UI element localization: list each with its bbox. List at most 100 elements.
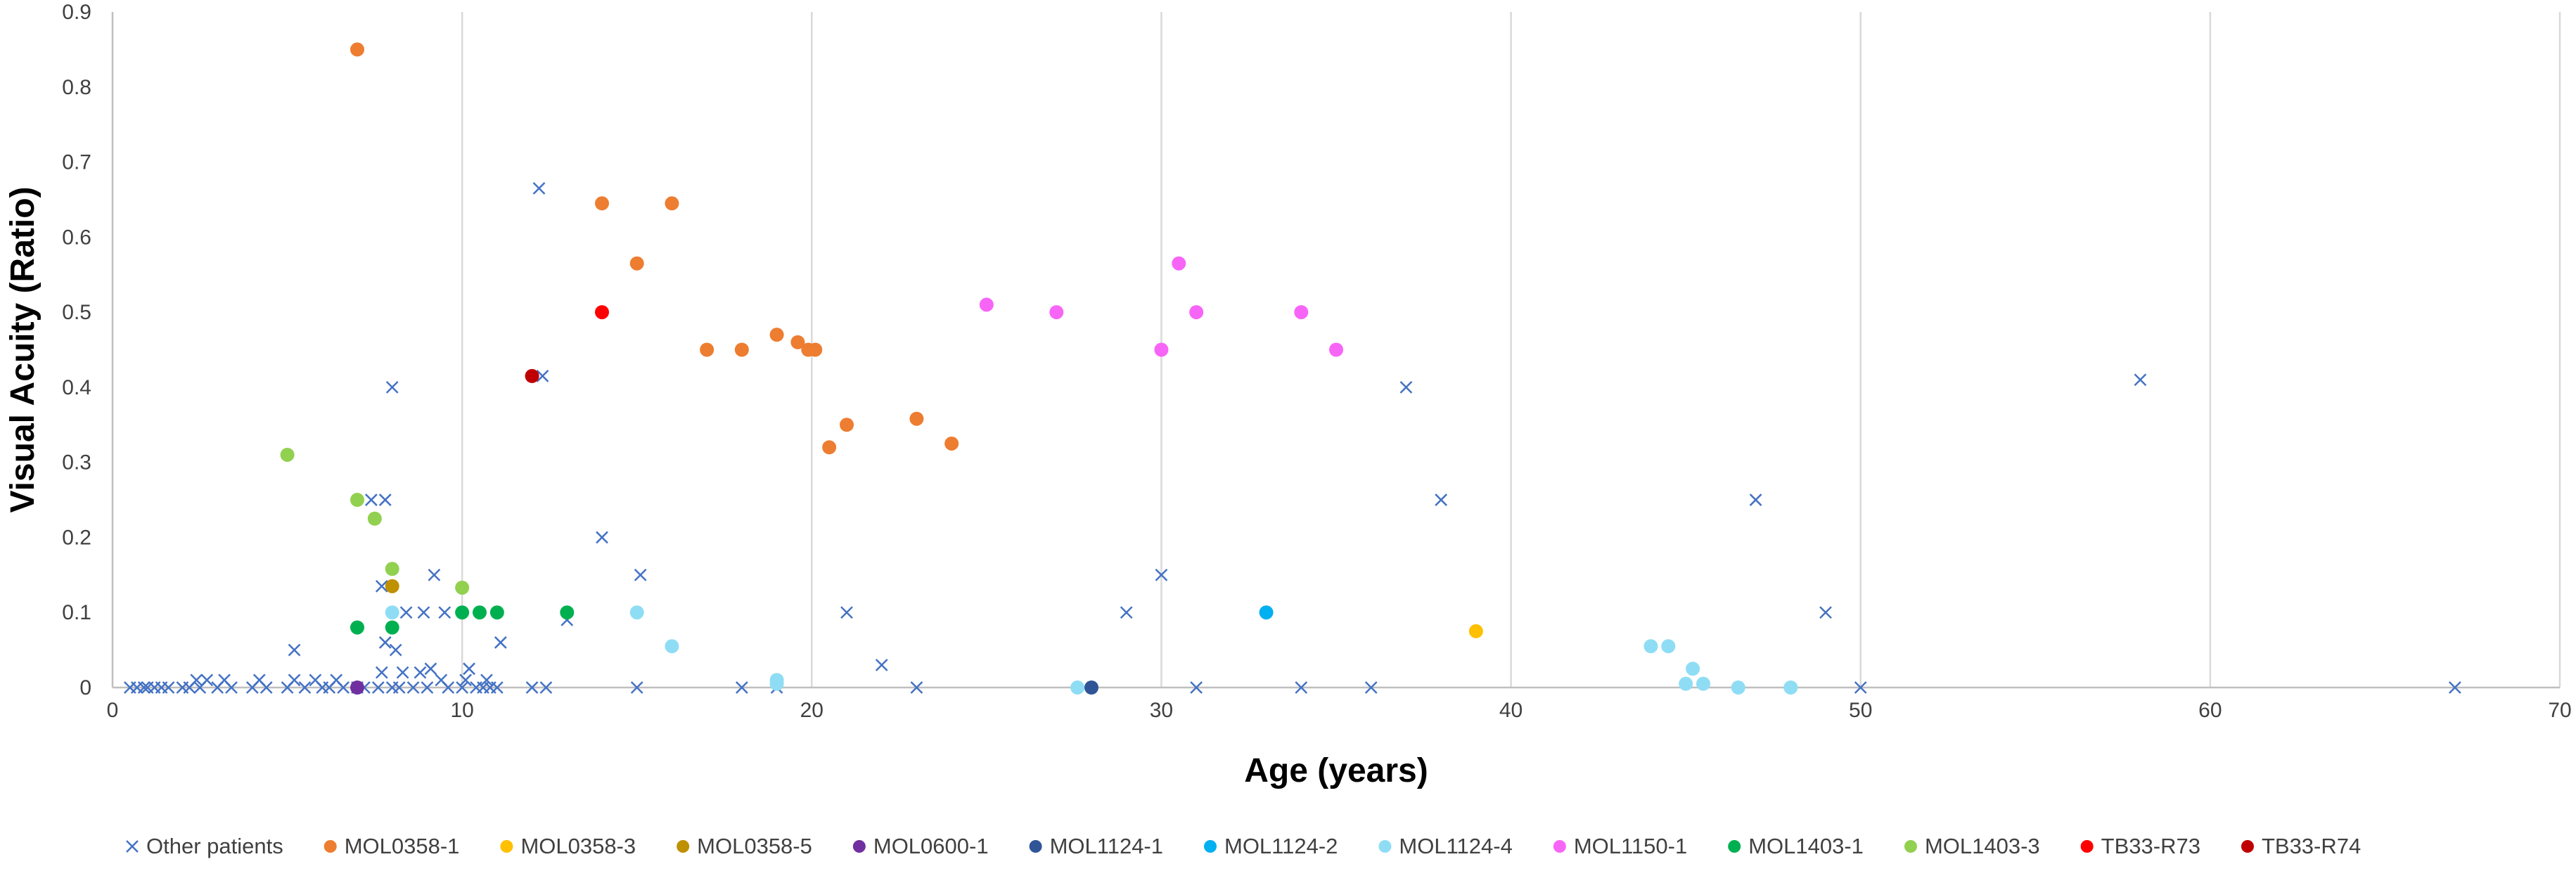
x-tick-label: 50 <box>1849 699 1872 722</box>
data-point <box>1329 342 1343 357</box>
data-point <box>1364 681 1378 694</box>
legend-label: MOL1403-3 <box>1925 834 2040 858</box>
data-point <box>417 606 430 619</box>
data-point <box>1661 639 1676 654</box>
data-point <box>367 511 382 526</box>
data-point <box>396 666 409 679</box>
data-point <box>944 436 959 451</box>
data-point <box>490 681 504 694</box>
data-point <box>137 681 150 694</box>
data-point <box>536 369 549 382</box>
legend-marker <box>1904 840 1917 853</box>
data-point <box>1686 662 1700 676</box>
data-point <box>840 606 853 619</box>
data-point <box>1643 639 1658 654</box>
data-point <box>840 418 854 432</box>
data-point <box>596 531 608 544</box>
data-point <box>455 605 470 620</box>
legend-marker <box>126 840 139 853</box>
data-point <box>665 639 679 654</box>
data-point <box>288 673 301 687</box>
data-point <box>629 256 644 271</box>
data-point <box>979 297 994 312</box>
data-point <box>385 605 399 620</box>
legend-label: MOL1124-4 <box>1399 834 1512 858</box>
legend-marker <box>677 840 690 853</box>
series-mol1124-4 <box>385 605 1798 695</box>
data-point <box>225 681 238 694</box>
data-point <box>875 659 888 671</box>
data-point <box>421 681 434 694</box>
data-point <box>424 662 437 676</box>
data-point <box>350 680 364 695</box>
x-tick-label: 60 <box>2198 699 2222 722</box>
data-point <box>595 196 609 211</box>
data-point <box>808 342 823 357</box>
legend-item: MOL1124-4 <box>1378 834 1513 858</box>
data-point <box>1189 305 1204 320</box>
legend-item: MOL1403-3 <box>1904 834 2040 858</box>
data-point <box>389 643 402 657</box>
data-point <box>539 681 553 694</box>
series-mol0600-1 <box>350 680 364 695</box>
y-tick-label: 0.2 <box>62 526 91 549</box>
data-point <box>1190 681 1203 694</box>
x-axis-title: Age (years) <box>1244 752 1428 789</box>
series-other-patients <box>123 182 2461 694</box>
legend-item: MOL1124-1 <box>1029 834 1163 858</box>
data-point <box>595 305 609 320</box>
data-point <box>350 493 364 508</box>
series-mol0358-1 <box>350 42 959 455</box>
legend-marker <box>852 840 866 853</box>
data-point <box>525 681 539 694</box>
data-point <box>1731 680 1745 695</box>
legend-label: MOL0600-1 <box>873 834 989 858</box>
data-point <box>399 606 413 619</box>
data-point <box>1049 305 1064 320</box>
series-tb33-r74 <box>525 368 539 383</box>
data-point <box>414 666 427 679</box>
x-tick-label: 30 <box>1150 699 1173 722</box>
legend-marker <box>1204 840 1217 853</box>
data-point <box>1749 493 1762 506</box>
data-point <box>1468 624 1483 638</box>
data-point <box>378 636 392 649</box>
y-axis-title: Visual Acuity (Ratio) <box>4 186 41 512</box>
data-point <box>459 673 472 687</box>
axes <box>111 12 2560 689</box>
data-point <box>350 42 364 57</box>
y-tick-label: 0 <box>79 676 91 699</box>
y-tick-label: 0.7 <box>62 151 91 174</box>
data-point <box>288 643 301 657</box>
data-point <box>560 605 575 620</box>
data-point <box>1783 680 1798 695</box>
legend-item: MOL1124-2 <box>1204 834 1338 858</box>
legend-item: MOL1150-1 <box>1553 834 1687 858</box>
legend-item: TB33-R74 <box>2241 834 2361 858</box>
x-tick-labels: 0 10 20 30 40 50 60 70 <box>107 699 2572 722</box>
legend-label: TB33-R73 <box>2101 834 2200 858</box>
data-point <box>1070 680 1085 695</box>
data-point <box>298 681 312 694</box>
data-point <box>1084 680 1098 695</box>
data-point <box>1679 676 1693 691</box>
data-point <box>790 335 805 349</box>
data-point <box>1435 493 1448 506</box>
legend-item: MOL0358-3 <box>500 834 636 858</box>
data-point <box>1155 568 1168 581</box>
data-points <box>123 42 2461 695</box>
data-point <box>375 666 388 679</box>
y-tick-label: 0.3 <box>62 451 91 475</box>
data-point <box>1120 606 1133 619</box>
legend-label: MOL0358-5 <box>697 834 812 858</box>
series-mol1124-2 <box>1259 605 1274 620</box>
legend-marker <box>2241 840 2254 853</box>
series-mol1150-1 <box>979 256 1343 357</box>
data-point <box>1294 305 1309 320</box>
x-tick-label: 20 <box>800 699 824 722</box>
series-mol0358-3 <box>1468 624 1483 638</box>
data-point <box>438 606 451 619</box>
legend-item: MOL0358-1 <box>323 834 459 858</box>
data-point <box>350 620 364 635</box>
